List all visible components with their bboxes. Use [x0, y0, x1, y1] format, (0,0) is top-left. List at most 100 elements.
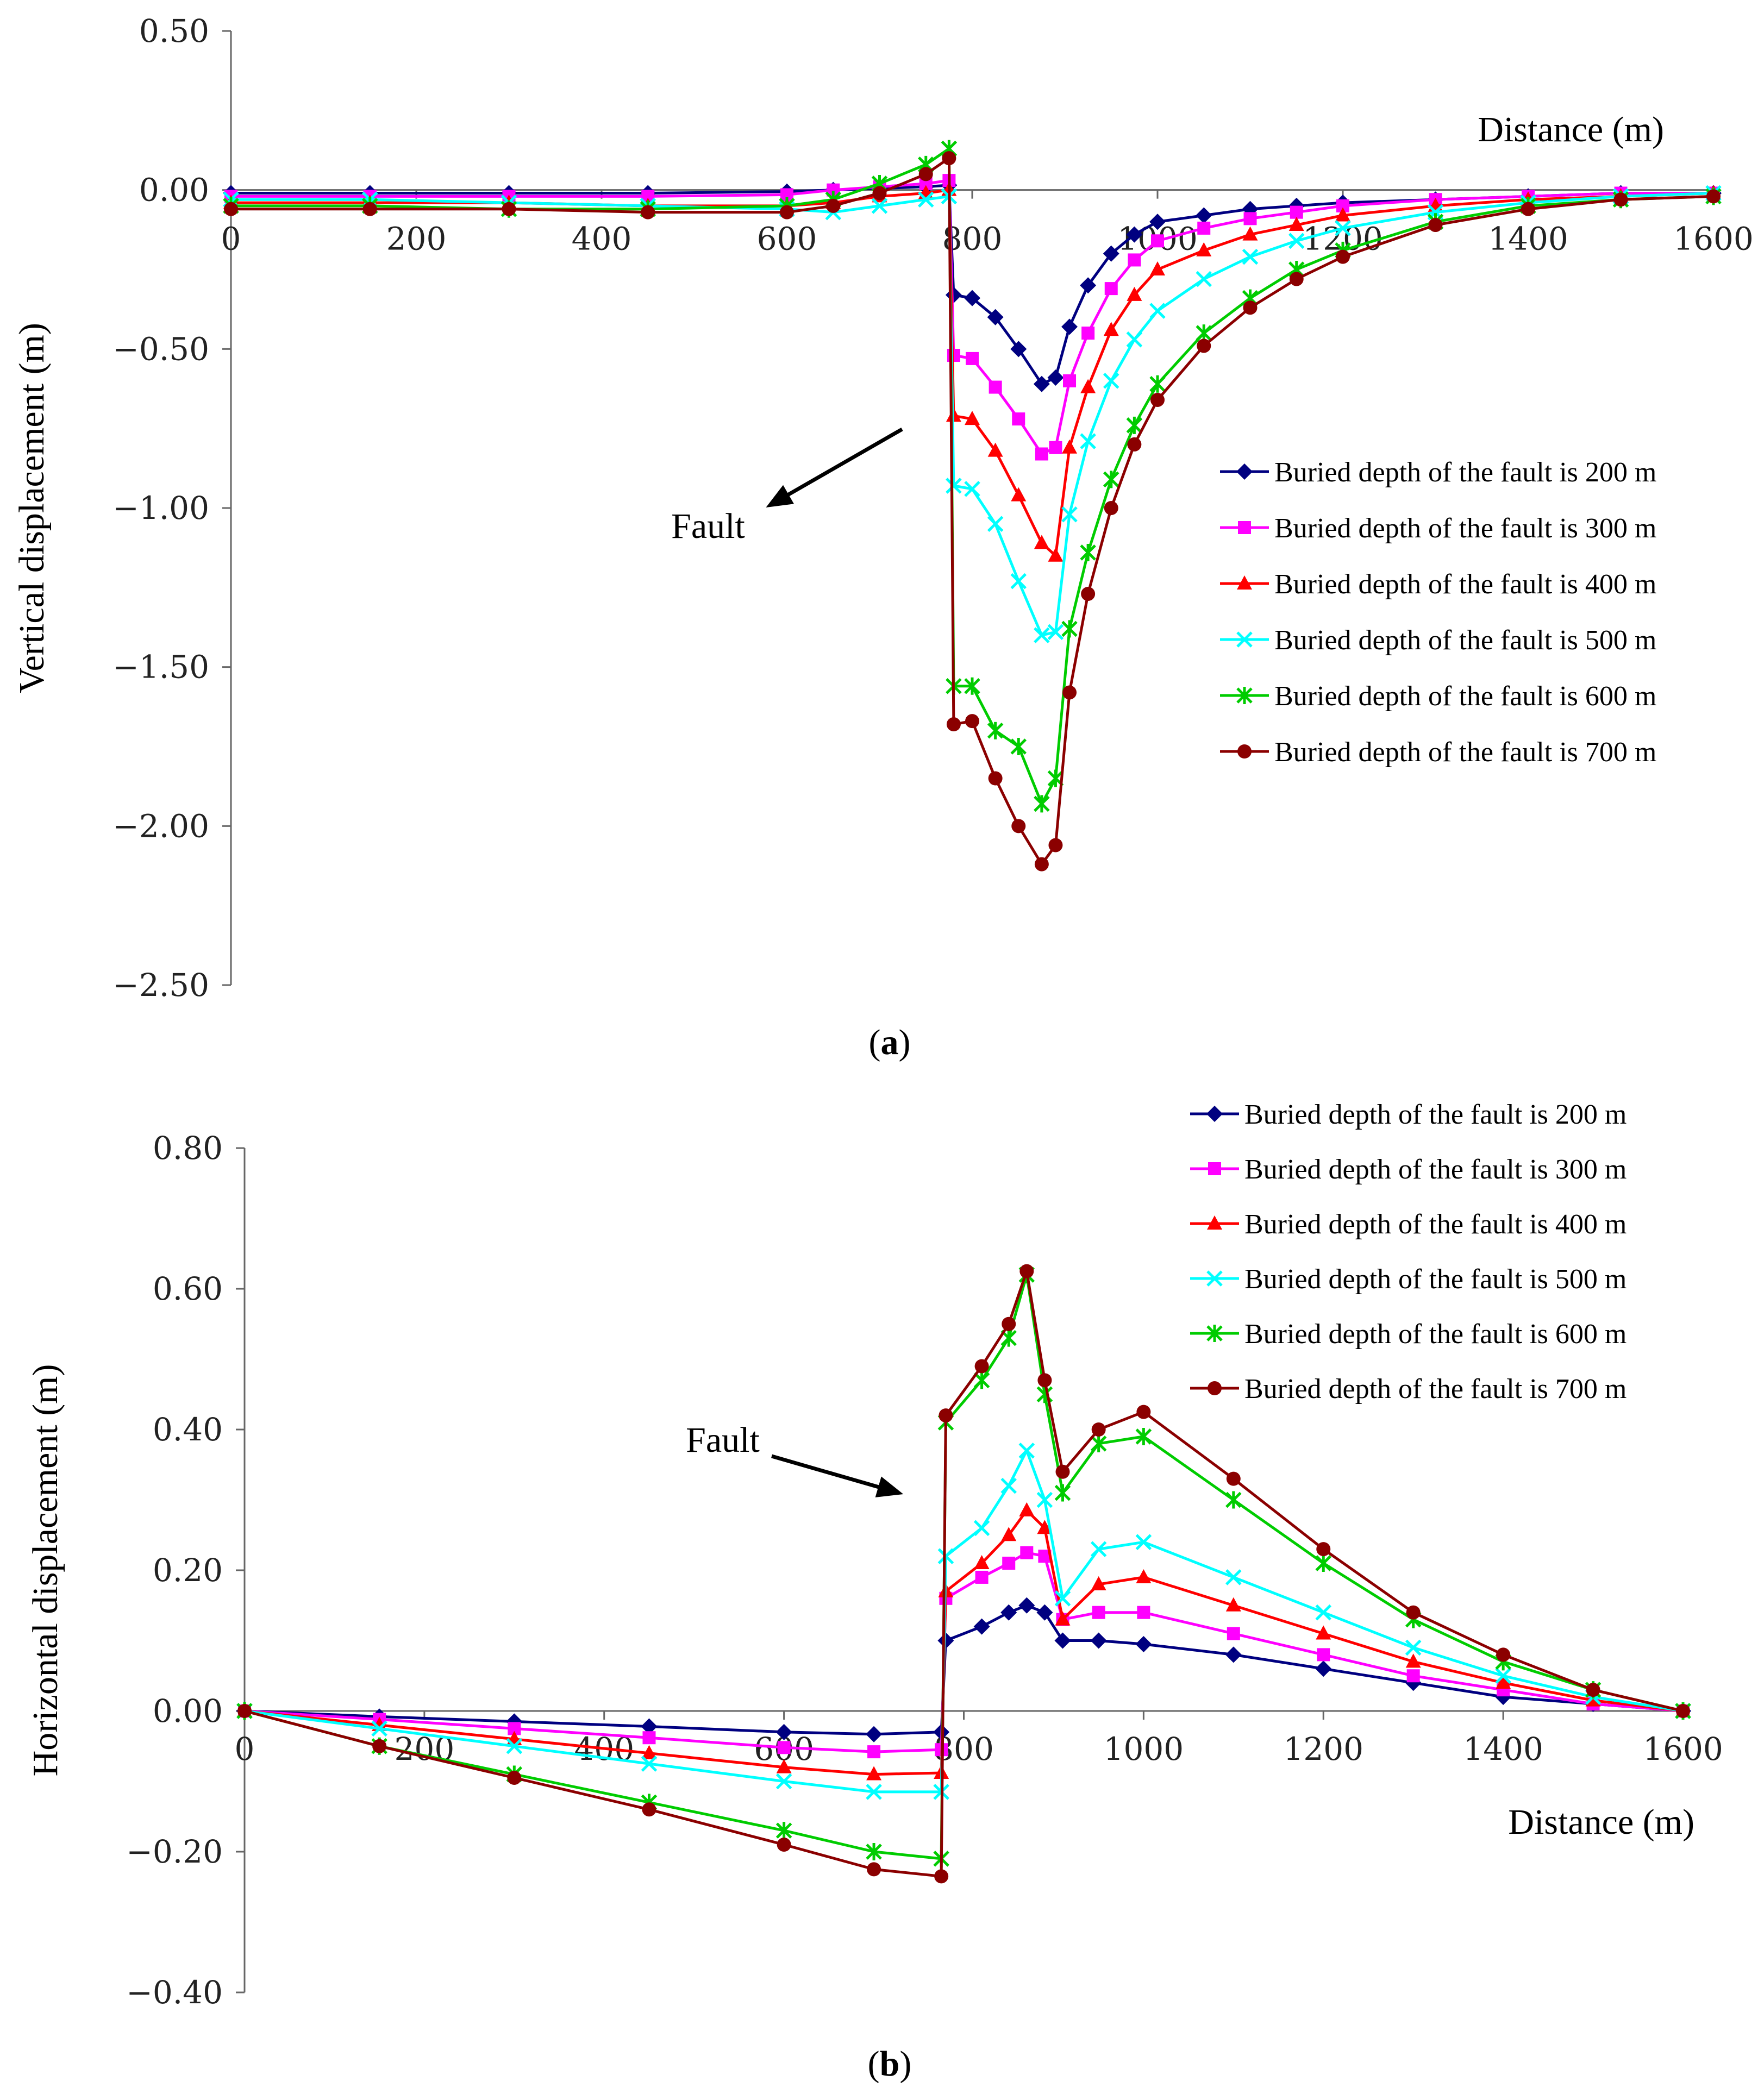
data-point — [1406, 1669, 1420, 1683]
legend-marker — [1236, 687, 1253, 704]
data-point — [866, 1766, 882, 1781]
data-point — [1315, 1554, 1332, 1572]
data-point — [1047, 369, 1064, 386]
data-point — [776, 1759, 792, 1773]
data-point — [1010, 573, 1027, 590]
fault-arrow-head — [766, 485, 794, 507]
data-point — [871, 198, 888, 214]
data-point — [780, 205, 794, 220]
data-point — [1011, 819, 1026, 833]
data-point — [1290, 205, 1303, 219]
data-point — [641, 1756, 658, 1772]
data-point — [1048, 838, 1063, 852]
legend-entry: Buried depth of the fault is 400 m — [1274, 569, 1656, 600]
data-point — [989, 380, 1002, 394]
data-point — [1496, 1647, 1511, 1662]
data-point — [918, 167, 933, 181]
data-point — [866, 1843, 882, 1860]
data-point — [1010, 738, 1027, 755]
legend-entry: Buried depth of the fault is 600 m — [1274, 681, 1656, 712]
y-tick-label: 0.50 — [139, 12, 209, 49]
data-point — [1289, 272, 1304, 286]
data-point — [1243, 212, 1257, 225]
series-line — [244, 1551, 1684, 1753]
series-line — [231, 147, 1714, 805]
legend-marker — [1237, 575, 1252, 590]
panel-label: (a) — [869, 1023, 911, 1062]
data-point — [966, 352, 979, 365]
data-point — [1010, 341, 1027, 358]
data-point — [1090, 1632, 1107, 1649]
data-point — [642, 1802, 656, 1817]
data-point — [1063, 374, 1077, 387]
data-point — [641, 1718, 658, 1735]
y-tick-label: −2.50 — [112, 967, 209, 1004]
x-tick-label: 0 — [235, 1731, 255, 1767]
data-point — [1676, 1704, 1690, 1718]
y-tick-label: −2.00 — [112, 807, 209, 844]
data-point — [1405, 1639, 1422, 1656]
data-point — [224, 202, 238, 216]
data-point — [775, 1822, 792, 1840]
x-tick-label: 1400 — [1488, 221, 1568, 258]
data-point — [1150, 261, 1165, 275]
series-line — [231, 189, 1714, 557]
data-point — [867, 1745, 881, 1759]
data-point — [987, 309, 1004, 325]
data-point — [1585, 1692, 1601, 1707]
data-point — [371, 1720, 387, 1737]
data-point — [1197, 221, 1211, 235]
data-point — [987, 722, 1004, 739]
data-point — [1049, 441, 1062, 454]
data-point — [1227, 1627, 1240, 1640]
data-point — [1316, 1542, 1331, 1557]
x-tick-label: 1600 — [1673, 221, 1754, 258]
data-point — [1000, 1604, 1017, 1621]
data-point — [1047, 624, 1064, 641]
data-point — [1000, 1477, 1017, 1494]
legend-marker — [1236, 631, 1253, 648]
series-6 — [237, 1264, 1690, 1884]
data-point — [1126, 416, 1143, 434]
data-point — [507, 1771, 522, 1785]
data-point — [1135, 1635, 1152, 1652]
data-point — [1036, 1604, 1053, 1621]
legend-entry: Buried depth of the fault is 700 m — [1274, 737, 1656, 768]
data-point — [1406, 1605, 1421, 1620]
data-point — [1127, 286, 1142, 301]
data-point — [965, 411, 980, 425]
data-point — [1196, 271, 1212, 287]
data-point — [1315, 1660, 1332, 1677]
data-point — [1104, 501, 1118, 515]
data-point — [964, 290, 980, 306]
legend-entry: Buried depth of the fault is 300 m — [1274, 513, 1656, 544]
data-point — [1226, 1471, 1241, 1486]
legend-entry: Buried depth of the fault is 200 m — [1244, 1099, 1627, 1130]
data-point — [1428, 218, 1443, 233]
legend-marker — [1208, 1162, 1221, 1175]
data-point — [372, 1739, 387, 1753]
data-point — [965, 714, 979, 729]
data-point — [1242, 248, 1259, 265]
data-point — [1135, 1427, 1152, 1445]
data-point — [1054, 1484, 1071, 1502]
data-point — [1586, 1683, 1600, 1697]
legend-marker — [1207, 1215, 1222, 1230]
data-point — [1126, 331, 1143, 348]
data-point — [988, 771, 1003, 786]
data-point — [1002, 1317, 1016, 1331]
legend-entry: Buried depth of the fault is 200 m — [1274, 457, 1656, 488]
data-point — [1091, 1576, 1106, 1590]
data-point — [1196, 242, 1212, 256]
data-point — [1243, 300, 1258, 315]
data-point — [1054, 1590, 1071, 1607]
data-point — [1036, 1491, 1053, 1508]
data-point — [1103, 373, 1119, 389]
data-point — [937, 1548, 954, 1564]
legend-marker — [1236, 463, 1253, 480]
data-point — [1103, 245, 1119, 262]
data-point — [1092, 1606, 1105, 1619]
fault-annotation: Fault — [671, 506, 745, 546]
series-1 — [236, 1597, 1691, 1742]
